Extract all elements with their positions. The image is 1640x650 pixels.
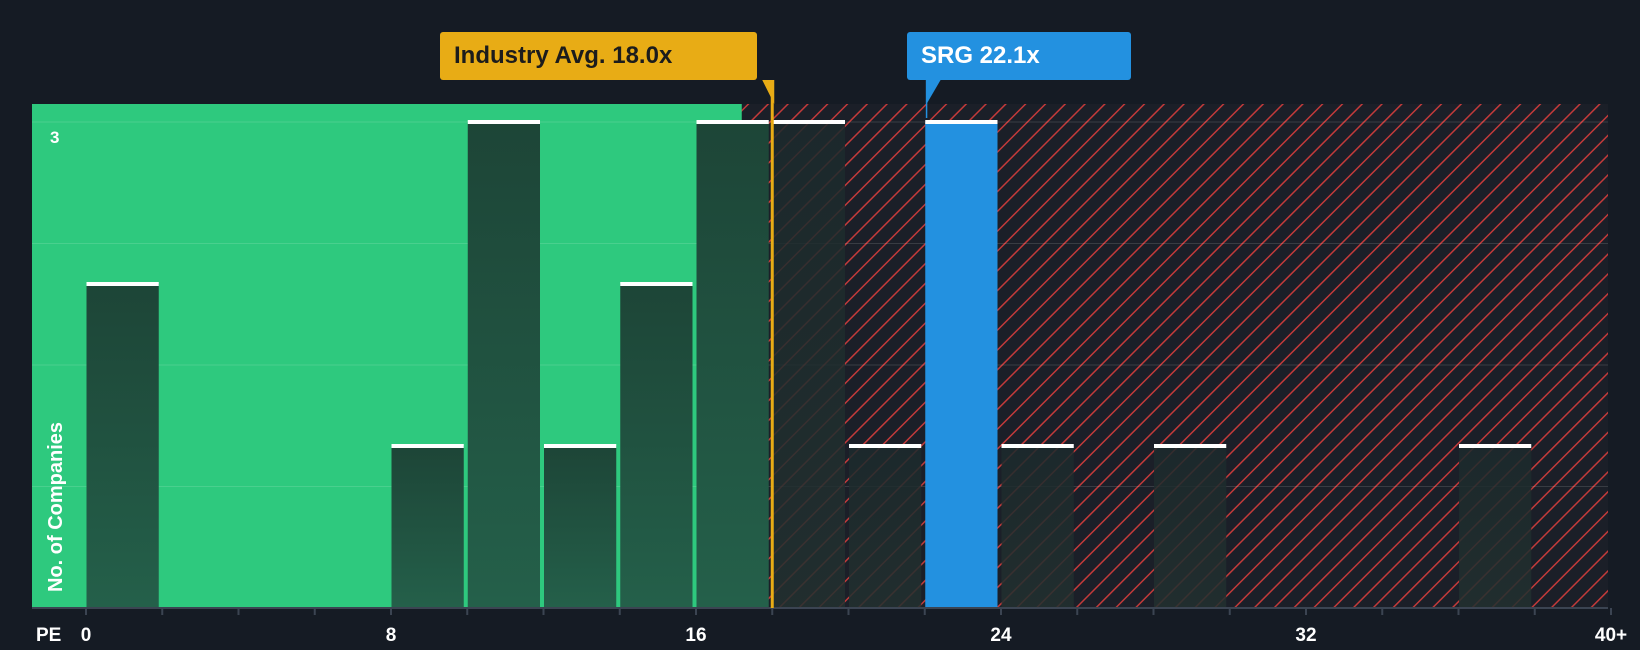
x-axis-label: PE <box>36 625 61 646</box>
company-bar <box>925 122 998 608</box>
histogram-bar <box>86 284 159 608</box>
industry-label-pointer <box>762 80 775 104</box>
x-ticks: 0 8 16 24 32 40+ <box>81 608 1627 646</box>
bar-cap <box>620 282 693 286</box>
histogram-bar <box>467 122 540 608</box>
x-tick-label: 8 <box>386 625 397 646</box>
bar-cap <box>1001 444 1074 448</box>
bar-cap <box>1154 444 1227 448</box>
company-pe-label: SRG 22.1x <box>907 32 1131 80</box>
x-tick-label: 16 <box>685 625 706 646</box>
bar-cap <box>467 120 540 124</box>
histogram-bar <box>1459 446 1532 608</box>
bar-cap <box>925 120 998 124</box>
histogram-bar <box>544 446 617 608</box>
bar-cap <box>1459 444 1532 448</box>
x-tick-label: 40+ <box>1595 625 1627 646</box>
histogram-bar <box>391 446 464 608</box>
bar-cap <box>86 282 159 286</box>
histogram-bar <box>1154 446 1227 608</box>
bar-cap <box>391 444 464 448</box>
bar-cap <box>849 444 922 448</box>
x-tick-label: 24 <box>990 625 1012 646</box>
histogram-bar <box>696 122 769 608</box>
histogram-bar <box>620 284 693 608</box>
y-axis-label: No. of Companies <box>45 422 67 592</box>
x-tick-label: 32 <box>1295 625 1316 646</box>
bars <box>86 120 1532 608</box>
histogram-bar <box>772 122 845 608</box>
company-label-pointer <box>926 80 941 104</box>
x-tick-label: 0 <box>81 625 92 646</box>
industry-avg-label: Industry Avg. 18.0x <box>440 32 757 80</box>
bar-cap <box>544 444 617 448</box>
bar-cap <box>696 120 769 124</box>
histogram-bar <box>849 446 922 608</box>
y-tick-label: 3 <box>50 128 59 147</box>
histogram-bar <box>1001 446 1074 608</box>
bar-cap <box>772 120 845 124</box>
